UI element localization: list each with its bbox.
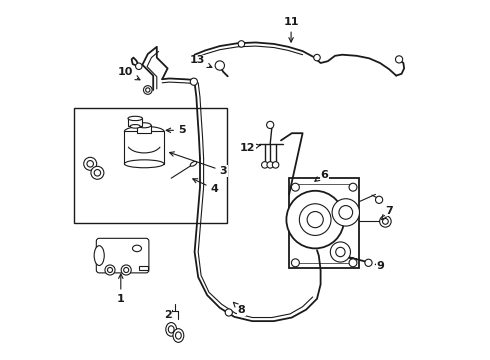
Circle shape <box>272 162 279 168</box>
Ellipse shape <box>169 326 174 333</box>
Circle shape <box>375 196 383 203</box>
Circle shape <box>349 183 357 191</box>
Bar <box>137 125 151 133</box>
Ellipse shape <box>175 332 181 339</box>
Circle shape <box>314 54 320 61</box>
Circle shape <box>349 259 357 267</box>
Circle shape <box>286 191 344 248</box>
Circle shape <box>380 216 391 227</box>
Circle shape <box>238 41 245 47</box>
Circle shape <box>307 212 323 228</box>
Circle shape <box>215 61 224 70</box>
Circle shape <box>84 157 97 170</box>
Circle shape <box>136 63 142 69</box>
Text: 12: 12 <box>240 143 261 153</box>
Circle shape <box>105 265 115 275</box>
Ellipse shape <box>173 329 184 342</box>
Text: 6: 6 <box>315 170 328 181</box>
Circle shape <box>336 247 345 257</box>
Circle shape <box>332 199 360 226</box>
Bar <box>128 118 143 126</box>
Text: 10: 10 <box>118 67 140 80</box>
Ellipse shape <box>132 245 142 252</box>
Circle shape <box>267 162 273 168</box>
Ellipse shape <box>128 116 143 121</box>
Circle shape <box>365 259 372 266</box>
Circle shape <box>144 86 152 94</box>
Circle shape <box>267 121 274 129</box>
Circle shape <box>330 242 350 262</box>
Text: 1: 1 <box>117 274 124 304</box>
Circle shape <box>121 265 131 275</box>
Ellipse shape <box>124 126 164 136</box>
Circle shape <box>299 204 331 235</box>
Ellipse shape <box>124 160 164 168</box>
Circle shape <box>339 206 353 219</box>
Circle shape <box>91 166 104 179</box>
Text: 9: 9 <box>375 261 384 271</box>
Circle shape <box>146 88 150 92</box>
Text: 4: 4 <box>193 179 219 194</box>
FancyBboxPatch shape <box>97 238 149 273</box>
Text: 5: 5 <box>166 125 186 135</box>
Bar <box>289 178 359 268</box>
Bar <box>74 108 227 223</box>
Text: 3: 3 <box>170 152 227 176</box>
Circle shape <box>123 267 129 273</box>
Ellipse shape <box>190 161 197 166</box>
Circle shape <box>87 161 94 167</box>
Circle shape <box>262 162 268 168</box>
Circle shape <box>383 219 388 224</box>
Bar <box>124 131 164 164</box>
Circle shape <box>190 78 197 85</box>
Circle shape <box>395 56 403 63</box>
Circle shape <box>292 259 299 267</box>
Circle shape <box>94 170 100 176</box>
Circle shape <box>292 183 299 191</box>
Text: 2: 2 <box>164 310 172 320</box>
Ellipse shape <box>130 125 140 128</box>
Ellipse shape <box>137 123 151 128</box>
Bar <box>139 266 148 270</box>
Circle shape <box>107 267 113 273</box>
Text: 13: 13 <box>190 55 212 67</box>
Text: 8: 8 <box>233 302 245 315</box>
Text: 7: 7 <box>382 206 393 220</box>
Ellipse shape <box>94 246 104 266</box>
Text: 11: 11 <box>283 17 299 42</box>
Ellipse shape <box>166 323 176 336</box>
Circle shape <box>225 309 232 316</box>
